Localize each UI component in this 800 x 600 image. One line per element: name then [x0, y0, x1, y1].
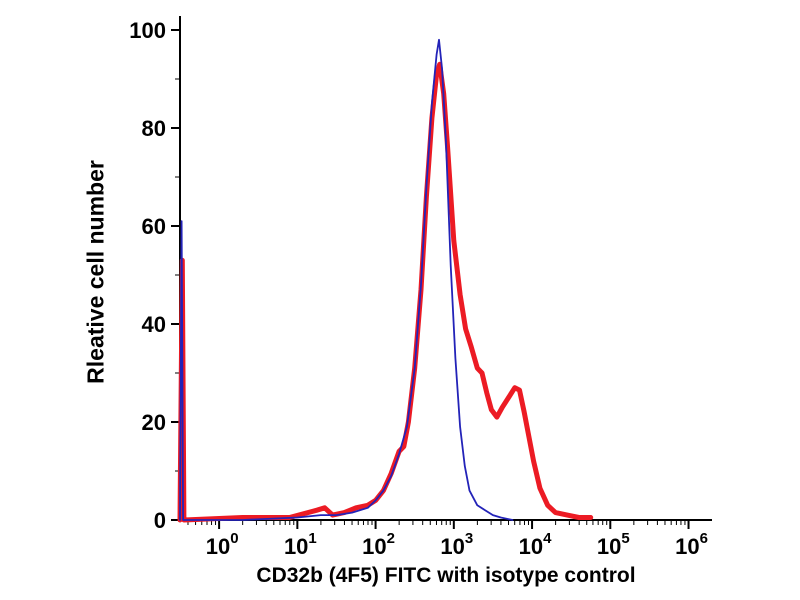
x-tick-label: 106 — [675, 530, 708, 559]
y-tick-label: 100 — [129, 18, 166, 43]
x-tick-label: 101 — [284, 530, 317, 559]
y-tick-label: 60 — [142, 214, 166, 239]
x-tick-label: 103 — [440, 530, 473, 559]
y-tick-label: 20 — [142, 410, 166, 435]
series-cd32b-4f5-fitc-curve — [177, 61, 594, 523]
y-axis-title: Rleative cell number — [82, 160, 109, 384]
y-tick-label: 80 — [142, 116, 166, 141]
y-tick-label: 0 — [154, 508, 166, 533]
x-tick-label: 102 — [362, 530, 395, 559]
x-tick-label: 104 — [519, 530, 552, 559]
x-tick-label: 100 — [206, 530, 239, 559]
x-axis-title: CD32b (4F5) FITC with isotype control — [256, 564, 636, 587]
x-tick-label: 105 — [597, 530, 630, 559]
series-isotype-control-curve — [179, 38, 514, 521]
y-tick-label: 40 — [142, 312, 166, 337]
